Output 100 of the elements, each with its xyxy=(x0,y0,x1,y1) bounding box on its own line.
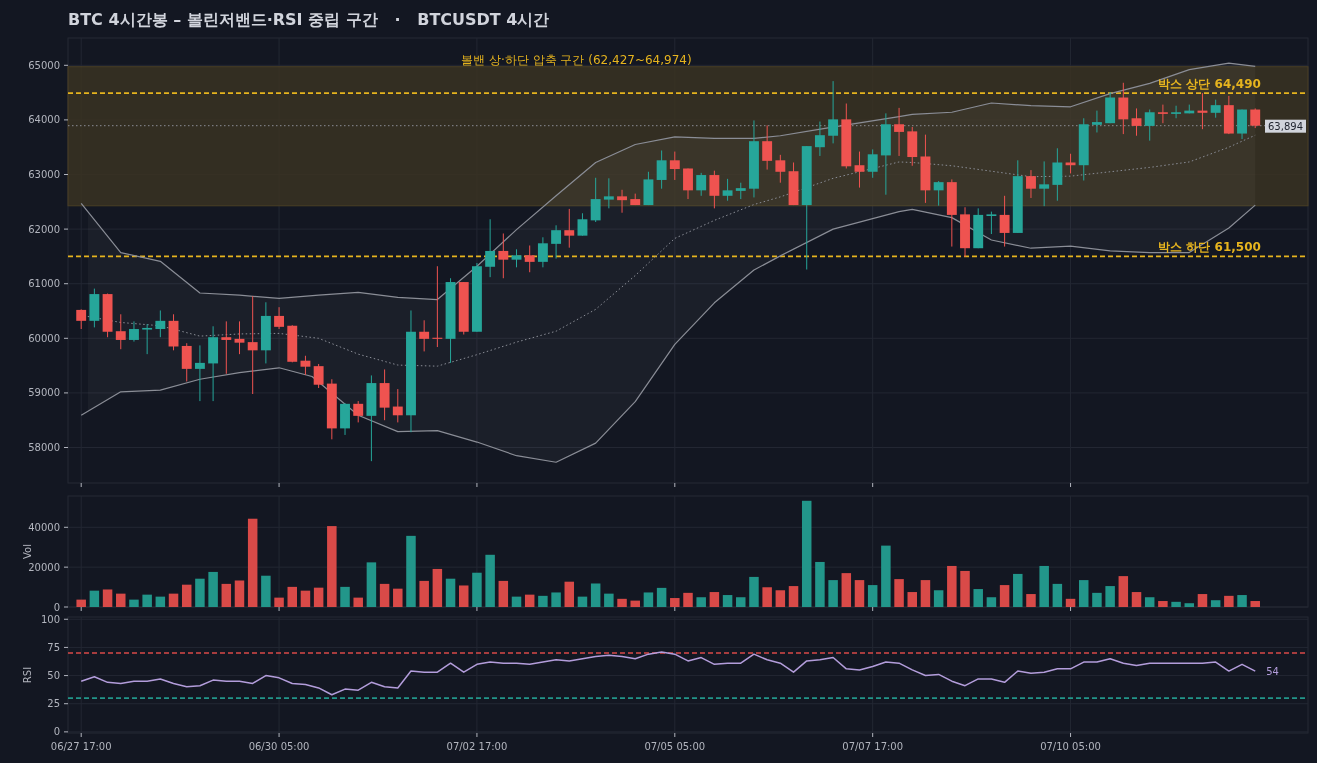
bar xyxy=(313,587,324,607)
bar xyxy=(643,592,654,607)
bar xyxy=(736,597,746,607)
y-tick-label: 59000 xyxy=(28,387,60,399)
bar xyxy=(999,585,1010,607)
candlestick xyxy=(537,236,548,268)
ref-line-label: 박스 상단 64,490 xyxy=(1158,77,1261,92)
bar xyxy=(116,593,126,607)
y-tick-label: 63000 xyxy=(28,169,60,180)
x-tick-label: 06/27 17:00 xyxy=(50,741,112,752)
bar xyxy=(828,580,838,607)
candlestick xyxy=(590,177,601,223)
bar xyxy=(300,590,311,607)
bar xyxy=(472,572,482,607)
candlestick xyxy=(1065,153,1076,174)
bar xyxy=(1224,595,1234,607)
bar xyxy=(168,593,179,607)
bar xyxy=(973,589,983,607)
candlestick xyxy=(392,388,403,423)
bar xyxy=(445,578,456,607)
bar xyxy=(1184,603,1195,607)
candlestick xyxy=(234,320,245,355)
bar xyxy=(986,597,997,607)
candlestick xyxy=(617,189,627,214)
x-tick-label: 06/30 05:00 xyxy=(248,741,310,752)
candlestick xyxy=(221,320,232,375)
bar xyxy=(801,500,812,607)
bar xyxy=(1237,595,1247,607)
candlestick xyxy=(76,308,87,330)
candlestick xyxy=(353,400,364,423)
candlestick xyxy=(142,323,153,355)
bar xyxy=(617,598,627,607)
bar xyxy=(524,594,535,607)
bar xyxy=(221,583,232,607)
data-label: 54 xyxy=(1266,666,1279,678)
bar xyxy=(1197,594,1208,607)
chart-title: BTC 4시간봉 – 볼린저밴드·RSI 중립 구간 · BTCUSDT 4시간 xyxy=(68,10,550,29)
candlestick xyxy=(551,224,562,260)
bar xyxy=(1039,565,1049,607)
bar xyxy=(459,585,469,607)
bar xyxy=(577,596,588,607)
candlestick xyxy=(1144,109,1155,142)
bar xyxy=(181,584,192,607)
bar xyxy=(841,573,852,607)
candlestick xyxy=(313,363,324,389)
bar xyxy=(604,593,614,607)
bar xyxy=(933,590,944,607)
bar xyxy=(498,580,509,607)
bar xyxy=(247,518,258,607)
candlestick xyxy=(115,313,126,350)
bar xyxy=(366,562,377,607)
bar xyxy=(195,578,205,607)
bar xyxy=(960,570,970,607)
bar xyxy=(538,595,548,607)
bar xyxy=(788,586,799,607)
bar xyxy=(261,575,271,607)
bar xyxy=(1144,597,1155,607)
y-tick-label: 50 xyxy=(47,670,60,682)
bar xyxy=(749,576,759,607)
bar xyxy=(775,590,786,607)
x-tick-label: 07/10 05:00 xyxy=(1040,741,1101,752)
ref-line-label: 박스 하단 61,500 xyxy=(1158,240,1261,255)
candlestick xyxy=(669,151,680,181)
bar xyxy=(696,597,706,607)
bar xyxy=(379,583,390,607)
candlestick xyxy=(1171,105,1182,119)
bar xyxy=(867,585,878,607)
candlestick xyxy=(274,306,285,330)
bar xyxy=(656,587,667,607)
bar xyxy=(142,594,152,607)
candlestick xyxy=(1039,160,1050,207)
ref-line-label: 63,894 xyxy=(1268,120,1303,132)
bar xyxy=(208,571,218,607)
candlestick xyxy=(511,248,522,268)
bar xyxy=(722,595,733,607)
bar xyxy=(89,590,100,607)
bar xyxy=(630,600,640,607)
candlestick xyxy=(683,168,693,200)
candlestick xyxy=(722,178,733,202)
bar xyxy=(432,568,443,607)
candlestick xyxy=(419,319,430,352)
y-axis-title: RSI xyxy=(22,666,33,684)
bar xyxy=(287,586,297,607)
bar xyxy=(406,535,416,607)
bar xyxy=(894,579,904,607)
y-tick-label: 40000 xyxy=(28,521,60,533)
candlestick xyxy=(1131,107,1142,137)
y-tick-label: 60000 xyxy=(28,332,60,344)
y-tick-label: 58000 xyxy=(28,442,60,454)
bar xyxy=(1131,592,1142,607)
candlestick xyxy=(696,172,707,197)
bar xyxy=(155,596,166,607)
bar xyxy=(670,598,680,607)
candlestick xyxy=(828,80,839,144)
bar xyxy=(881,545,891,607)
bar xyxy=(1118,576,1129,607)
bar xyxy=(1065,598,1076,607)
candlestick xyxy=(485,218,496,278)
bar xyxy=(1026,594,1036,607)
bar xyxy=(815,561,825,607)
